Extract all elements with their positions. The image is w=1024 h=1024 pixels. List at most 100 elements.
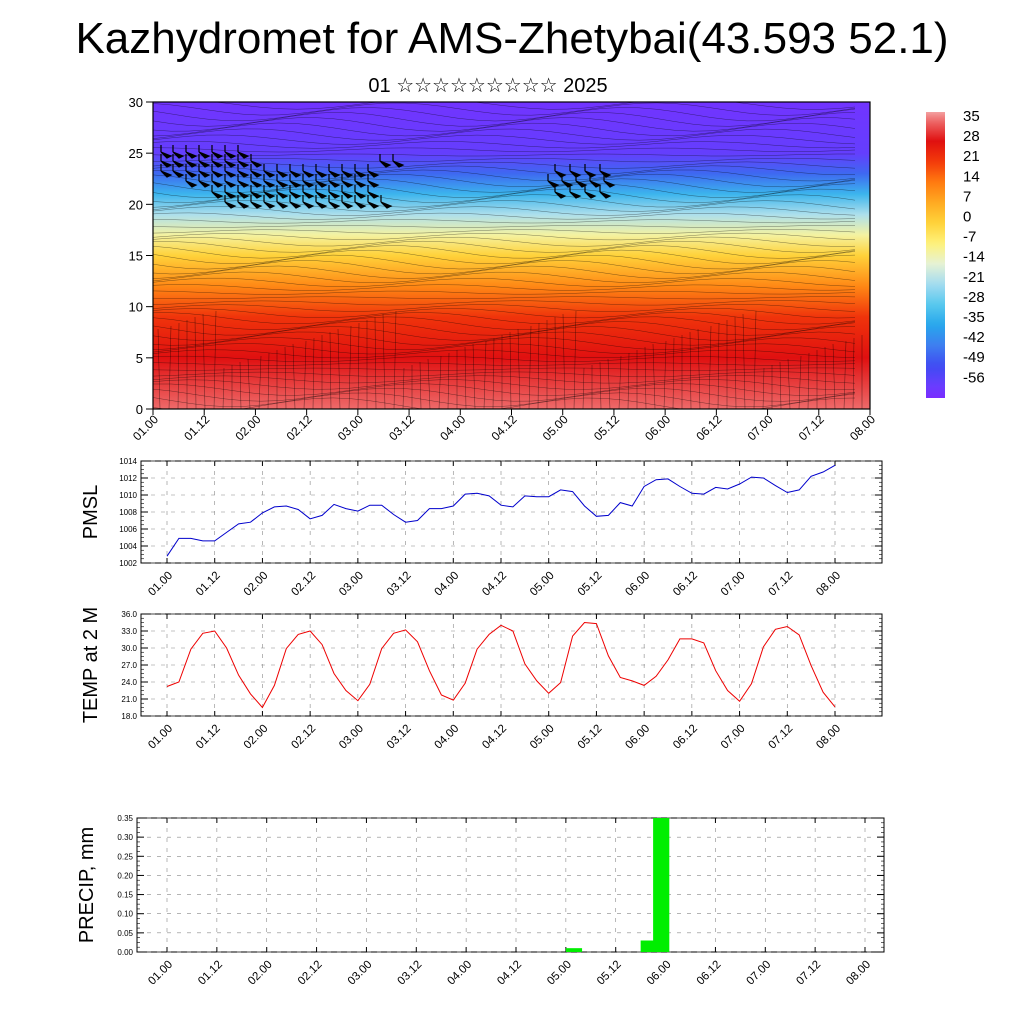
vertical-streak <box>177 322 180 409</box>
x-tick-label: 01.00 <box>130 412 161 443</box>
wind-barb <box>224 185 237 199</box>
wind-barb <box>554 164 567 178</box>
x-tick-label: 06.12 <box>671 723 700 752</box>
wind-barb <box>341 185 354 199</box>
precip-bar <box>640 940 657 952</box>
streamline <box>153 349 856 359</box>
vertical-streak <box>247 358 251 409</box>
vertical-streak <box>689 331 692 409</box>
wind-barb <box>379 154 392 168</box>
vertical-streak <box>402 367 405 409</box>
wind-barb <box>185 154 198 168</box>
x-tick-label: 04.00 <box>433 723 462 752</box>
x-tick-label: 05.12 <box>576 723 605 752</box>
wind-barb <box>211 145 224 159</box>
streamline <box>153 300 856 306</box>
x-tick-label: 03.00 <box>335 412 366 443</box>
streamline <box>153 387 856 402</box>
wind-barb <box>315 164 328 178</box>
colorbar-label: 35 <box>963 108 980 125</box>
x-tick-label: 03.12 <box>386 412 417 443</box>
wind-barb <box>380 195 393 209</box>
wind-barb <box>237 174 250 188</box>
cross-section-y-axis: 0 5 10 15 20 25 30 <box>129 95 153 417</box>
streamline <box>153 107 856 122</box>
x-tick-label: 02.00 <box>246 959 275 988</box>
wind-barb <box>354 185 367 199</box>
y-tick-label: 0.25 <box>117 852 133 861</box>
wind-barb <box>328 195 341 209</box>
x-tick-label: 01.12 <box>194 570 223 599</box>
vertical-streak <box>852 337 855 409</box>
y-tick-label: 24.0 <box>121 678 137 687</box>
colorbar-gradient <box>926 112 945 398</box>
vertical-streak <box>742 313 746 409</box>
vertical-streak <box>419 361 422 409</box>
streamline <box>153 249 856 265</box>
vertical-streak <box>168 325 172 409</box>
streamline-mesh <box>153 102 863 409</box>
vertical-streak <box>202 313 206 409</box>
wind-barb <box>575 174 588 188</box>
x-tick-label: 06.00 <box>642 412 673 443</box>
streamline <box>153 254 856 270</box>
streamline <box>153 225 856 228</box>
y-axis-label: PMSL <box>80 485 102 539</box>
streamline <box>153 383 856 396</box>
vertical-streak <box>194 316 197 409</box>
streamline <box>153 140 856 149</box>
vertical-streak <box>509 331 512 409</box>
x-tick-label: 06.12 <box>695 959 724 988</box>
wind-barb <box>160 164 173 178</box>
y-tick-label: 30 <box>129 95 143 110</box>
streamline <box>153 245 856 259</box>
x-tick-label: 01.12 <box>181 412 212 443</box>
cross-section-x-axis: 01.00 01.12 02.00 02.12 03.00 03.12 04.00 04.12… <box>130 409 878 443</box>
vertical-streak <box>717 322 720 409</box>
wind-barb <box>341 174 354 188</box>
x-tick-label: 03.12 <box>385 723 414 752</box>
y-tick-label: 25 <box>129 146 143 161</box>
y-tick-label: 0.00 <box>117 948 133 957</box>
y-tick-label: 1004 <box>119 542 137 551</box>
vertical-streak <box>258 355 262 409</box>
streamline <box>153 343 856 355</box>
vertical-streak <box>843 340 847 409</box>
wind-barb <box>276 185 289 199</box>
wind-barb <box>237 195 250 209</box>
wind-barb <box>302 174 315 188</box>
wind-barb <box>328 174 341 188</box>
x-tick-label: 05.00 <box>540 412 571 443</box>
x-tick-label: 01.12 <box>194 723 223 752</box>
streamline <box>153 362 856 366</box>
x-tick-label: 03.12 <box>396 959 425 988</box>
vertical-streak <box>832 343 836 409</box>
y-tick-label: 10 <box>129 300 143 315</box>
wind-barb <box>263 195 276 209</box>
streamline <box>153 337 856 351</box>
vertical-streak <box>464 346 467 409</box>
x-tick-label: 04.12 <box>495 959 524 988</box>
x-tick-label: 01.00 <box>146 723 175 752</box>
x-tick-label: 03.12 <box>385 570 414 599</box>
wind-barb <box>211 174 224 188</box>
x-tick-label: 02.12 <box>289 723 318 752</box>
x-tick-label: 03.00 <box>337 570 366 599</box>
wind-barb <box>250 185 263 199</box>
x-tick-label: 05.12 <box>595 959 624 988</box>
wind-barb <box>354 174 367 188</box>
wind-barb <box>547 174 560 188</box>
vertical-streak <box>573 310 577 409</box>
wind-barb <box>198 154 211 168</box>
x-tick-label: 07.12 <box>767 723 796 752</box>
streamline <box>153 371 856 378</box>
wind-barb <box>263 164 276 178</box>
x-tick-label: 04.12 <box>480 570 509 599</box>
vertical-streak <box>393 310 397 409</box>
streamline <box>153 178 856 193</box>
streamline <box>153 277 856 288</box>
y-tick-label: 0.05 <box>117 929 133 938</box>
wind-barb <box>302 164 315 178</box>
wind-barb <box>198 145 211 159</box>
wind-barb <box>224 145 237 159</box>
